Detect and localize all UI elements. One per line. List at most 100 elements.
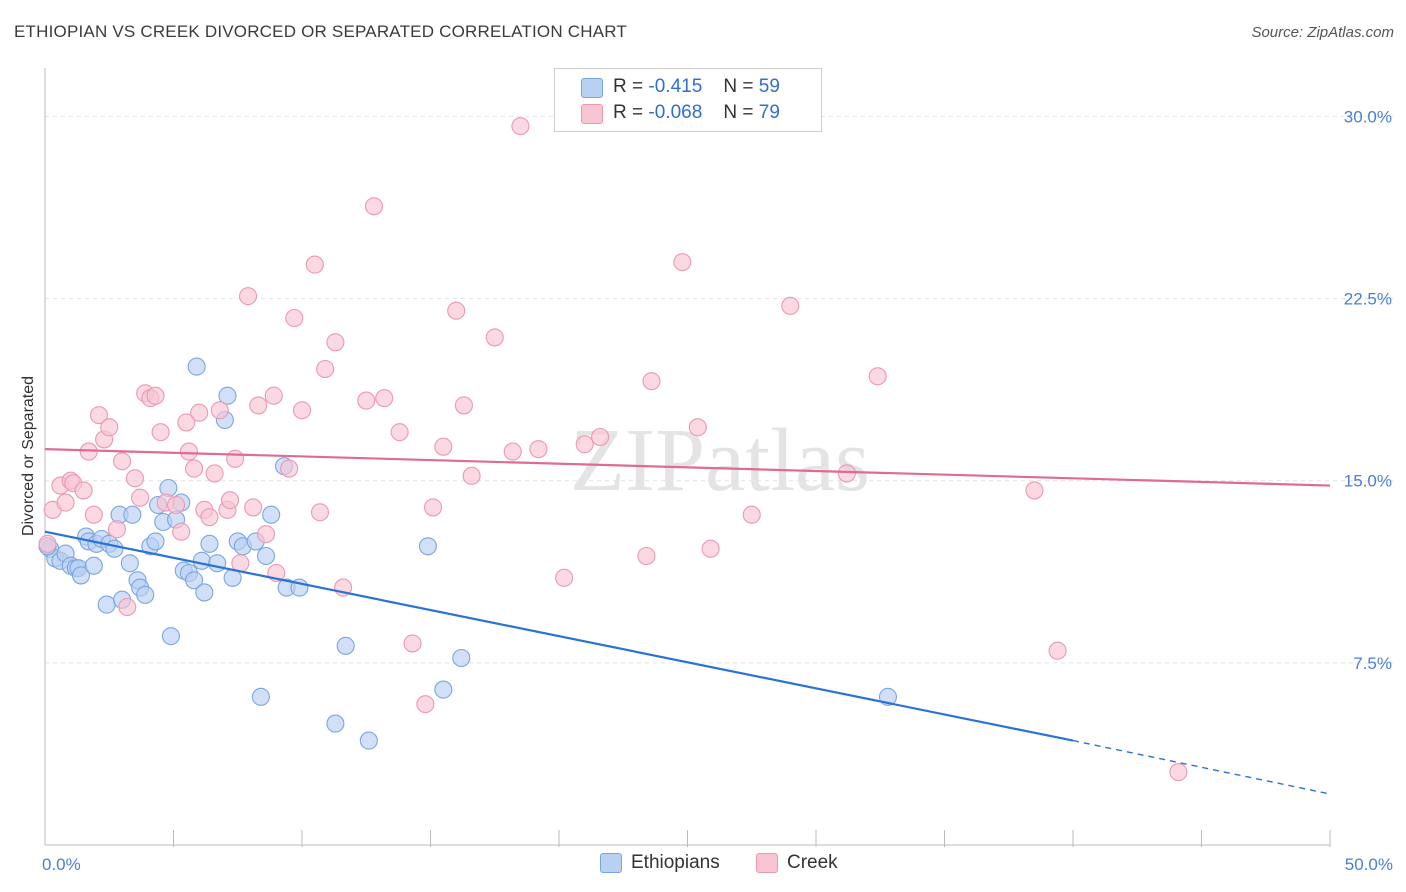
- creek-point: [256, 525, 276, 544]
- creek-point: [238, 287, 258, 306]
- ethiopians-point: [123, 505, 142, 524]
- creek-point: [742, 505, 761, 524]
- creek-point: [688, 418, 707, 437]
- ethiopians-point: [195, 583, 214, 602]
- creek-point: [781, 296, 800, 315]
- source-label: Source: ZipAtlas.com: [1251, 24, 1394, 41]
- y-tick-label: 30.0%: [1344, 107, 1392, 126]
- creek-point: [868, 367, 887, 386]
- creek-point: [416, 695, 435, 714]
- legend-r-label: R =: [613, 76, 644, 97]
- creek-point: [1169, 763, 1188, 782]
- y-tick-label: 7.5%: [1353, 654, 1392, 673]
- ethiopians-point: [452, 648, 471, 668]
- ethiopians-point: [187, 357, 206, 376]
- x-tick-label: 0.0%: [42, 855, 81, 874]
- creek-point: [529, 440, 548, 459]
- y-tick-label: 15.0%: [1344, 472, 1392, 491]
- creek-point: [151, 423, 170, 442]
- creek-point: [555, 568, 574, 587]
- ethiopians-trend-line: [44, 530, 1074, 742]
- ethiopians-point: [120, 554, 139, 573]
- creek-point: [249, 396, 268, 415]
- creek-point: [485, 328, 504, 347]
- creek-point: [292, 401, 312, 420]
- ethiopians-trend-extension: [1072, 739, 1331, 795]
- legend-swatch-blue: [581, 78, 603, 98]
- creek-point: [190, 403, 209, 422]
- creek-point: [454, 396, 473, 415]
- ethiopians-point: [251, 687, 270, 706]
- y-axis-label: Divorced or Separated: [20, 376, 37, 536]
- creek-point: [107, 520, 127, 539]
- ethiopians-point: [418, 537, 437, 556]
- creek-point: [434, 437, 453, 456]
- creek-point: [701, 539, 720, 558]
- ethiopians-point: [434, 680, 453, 699]
- creek-point: [125, 469, 144, 488]
- creek-points: [38, 117, 1188, 782]
- ethiopians-point: [146, 532, 165, 551]
- watermark: ZIPatlas: [570, 411, 870, 510]
- legend-r-value: -0.068: [648, 102, 703, 123]
- legend-label-ethiopians: Ethiopians: [631, 852, 720, 873]
- trend-lines: [44, 448, 1331, 795]
- creek-point: [167, 495, 186, 515]
- gridlines: [45, 115, 1393, 664]
- ethiopians-point: [326, 714, 345, 733]
- ethiopians-point: [208, 554, 227, 573]
- creek-point: [84, 505, 103, 524]
- creek-point: [403, 634, 422, 653]
- ethiopians-point: [84, 556, 103, 575]
- ethiopians-point: [136, 585, 155, 604]
- creek-point: [210, 401, 229, 420]
- creek-point: [316, 359, 335, 379]
- creek-point: [200, 508, 219, 527]
- legend-n-label: N =: [723, 102, 754, 123]
- creek-point: [244, 498, 263, 517]
- x-tick-label: 50.0%: [1345, 855, 1393, 874]
- legend-n-value: 59: [758, 76, 780, 97]
- ethiopians-point: [200, 534, 219, 553]
- creek-point: [424, 498, 443, 517]
- creek-point: [185, 459, 204, 478]
- ethiopians-point: [105, 539, 124, 558]
- legend-swatch-blue: [600, 853, 622, 873]
- x-tick-labels: 0.0% 50.0%: [42, 855, 1393, 874]
- creek-point: [100, 418, 119, 437]
- creek-point: [364, 197, 384, 216]
- creek-point: [637, 546, 656, 566]
- creek-point: [220, 491, 240, 510]
- ethiopians-point: [262, 505, 281, 524]
- chart-title: ETHIOPIAN VS CREEK DIVORCED OR SEPARATED…: [14, 22, 627, 41]
- creek-point: [205, 464, 224, 483]
- creek-point: [172, 522, 191, 541]
- creek-point: [462, 466, 481, 485]
- creek-point: [1025, 481, 1044, 500]
- creek-point: [591, 427, 610, 447]
- creek-point: [264, 386, 283, 405]
- creek-point: [146, 386, 165, 405]
- ethiopians-point: [97, 595, 116, 614]
- axes: [44, 68, 1331, 847]
- creek-point: [326, 333, 345, 352]
- creek-point: [74, 481, 93, 500]
- ethiopians-points: [38, 357, 898, 750]
- creek-point: [226, 449, 245, 468]
- creek-point: [447, 301, 466, 320]
- creek-point: [837, 464, 856, 483]
- creek-point: [673, 253, 692, 272]
- legend-r-label: R =: [613, 102, 644, 123]
- creek-point: [285, 308, 304, 328]
- y-tick-labels: 7.5% 15.0% 22.5% 30.0%: [1344, 107, 1392, 672]
- legend-label-creek: Creek: [787, 852, 838, 873]
- ethiopians-point: [71, 566, 91, 585]
- creek-point: [38, 534, 57, 553]
- ethiopians-point: [359, 731, 378, 750]
- ethiopians-point: [256, 546, 276, 566]
- legend-n-value: 79: [758, 102, 780, 123]
- creek-point: [56, 493, 75, 512]
- creek-point: [179, 442, 198, 461]
- creek-point: [113, 452, 132, 471]
